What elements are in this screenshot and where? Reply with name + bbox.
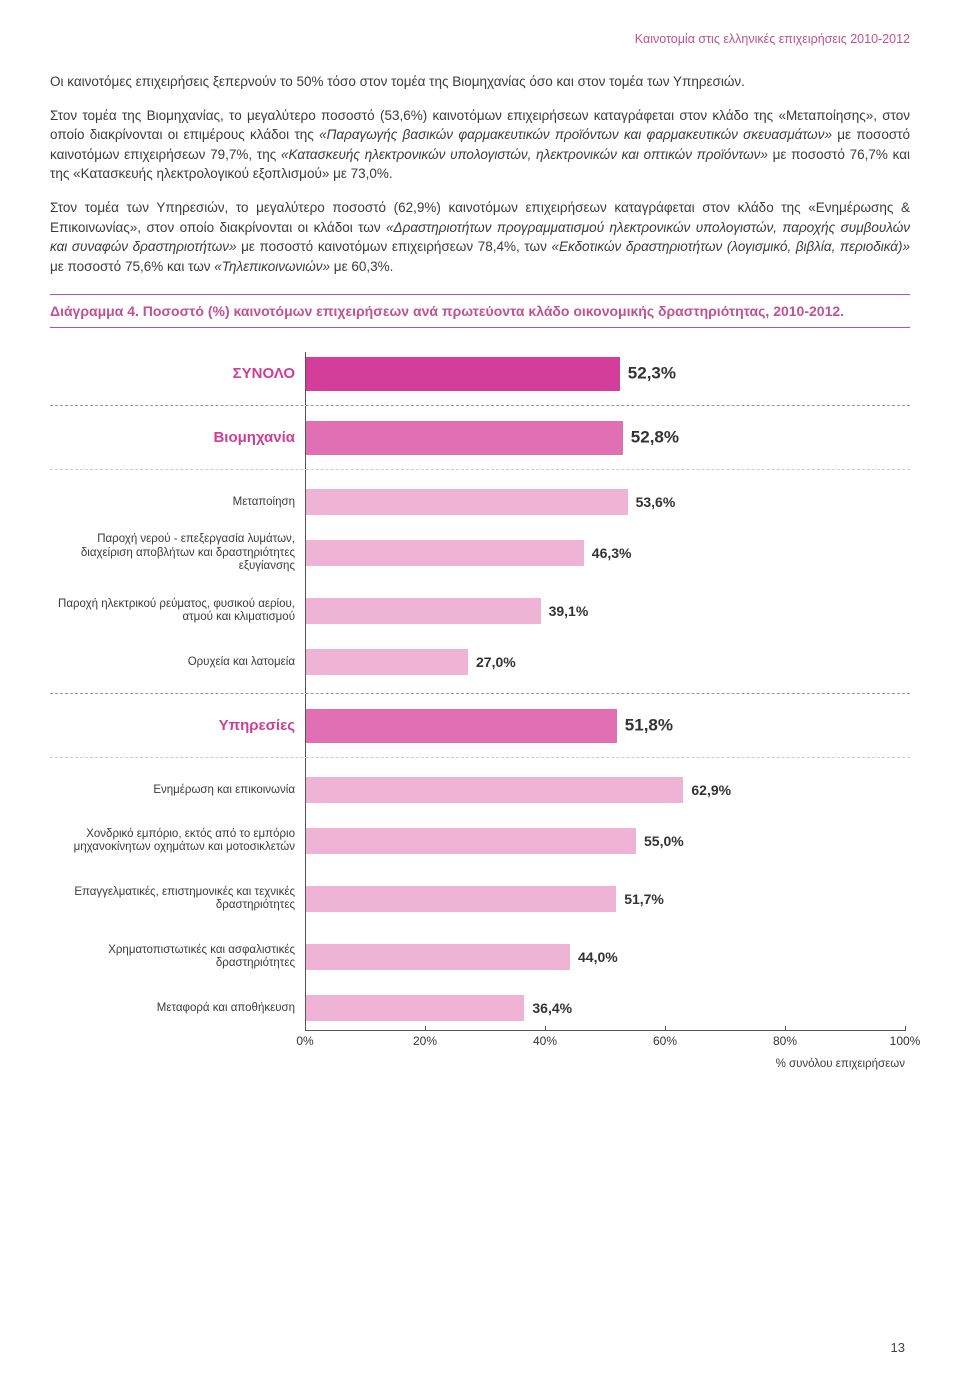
- body-text: Οι καινοτόμες επιχειρήσεις ξεπερνούν το …: [50, 72, 910, 276]
- chart-row-s3: Επαγγελματικές, επιστημονικές και τεχνικ…: [50, 870, 910, 928]
- row-label: Μεταποίηση: [50, 496, 305, 510]
- x-axis: 0%20%40%60%80%100%: [305, 1030, 905, 1048]
- p3-ital: «Εκδοτικών δραστηριοτήτων (λογισμικό, βι…: [551, 239, 910, 254]
- bar: [306, 709, 617, 743]
- bar-wrap: 53,6%: [305, 480, 910, 524]
- bar: [306, 421, 623, 455]
- bar-wrap: 52,8%: [305, 416, 910, 460]
- x-tick: 0%: [296, 1033, 313, 1050]
- bar-wrap: 39,1%: [305, 582, 910, 640]
- page-number: 13: [891, 1339, 905, 1358]
- bar: [306, 828, 636, 854]
- x-tick: 60%: [653, 1033, 677, 1050]
- chart-row-ind2: Παροχή νερού - επεξεργασία λυμάτων, διαχ…: [50, 524, 910, 582]
- bar-value: 44,0%: [578, 947, 618, 967]
- bar-value: 53,6%: [636, 492, 676, 512]
- bar: [306, 995, 524, 1021]
- bar-value: 62,9%: [691, 780, 731, 800]
- bar-value: 36,4%: [532, 998, 572, 1018]
- bar-wrap: 52,3%: [305, 352, 910, 396]
- row-label: Χονδρικό εμπόριο, εκτός από το εμπόριο μ…: [50, 828, 305, 856]
- chart-title: Διάγραμμα 4. Ποσοστό (%) καινοτόμων επιχ…: [50, 294, 910, 328]
- row-label: ΣΥΝΟΛΟ: [50, 365, 305, 383]
- bar-wrap: 51,8%: [305, 704, 910, 748]
- bar-value: 52,8%: [631, 426, 679, 451]
- chart-row-s4: Χρηματοπιστωτικές και ασφαλιστικές δραστ…: [50, 928, 910, 986]
- chart-row-ind1: Μεταποίηση 53,6%: [50, 480, 910, 524]
- chart-row-ind3: Παροχή ηλεκτρικού ρεύματος, φυσικού αερί…: [50, 582, 910, 640]
- bar: [306, 944, 570, 970]
- bar-wrap: 27,0%: [305, 640, 910, 684]
- row-label: Παροχή ηλεκτρικού ρεύματος, φυσικού αερί…: [50, 598, 305, 626]
- bar-value: 46,3%: [592, 543, 632, 563]
- chart-row-serv: Υπηρεσίες 51,8%: [50, 704, 910, 748]
- bar: [306, 777, 683, 803]
- paragraph-2: Στον τομέα της Βιομηχανίας, το μεγαλύτερ…: [50, 106, 910, 184]
- bar-chart: ΣΥΝΟΛΟ 52,3% Βιομηχανία 52,8% Μεταποίηση 53,6…: [50, 352, 910, 1073]
- row-label: Ορυχεία και λατομεία: [50, 656, 305, 670]
- chart-row-s1: Ενημέρωση και επικοινωνία 62,9%: [50, 768, 910, 812]
- x-axis-title: % συνόλου επιχειρήσεων: [50, 1056, 910, 1073]
- bar-wrap: 55,0%: [305, 812, 910, 870]
- bar: [306, 489, 628, 515]
- chart-row-ind4: Ορυχεία και λατομεία 27,0%: [50, 640, 910, 684]
- running-header: Καινοτομία στις ελληνικές επιχειρήσεις 2…: [50, 30, 910, 48]
- bar-wrap: 44,0%: [305, 928, 910, 986]
- chart-row-s2: Χονδρικό εμπόριο, εκτός από το εμπόριο μ…: [50, 812, 910, 870]
- row-label: Υπηρεσίες: [50, 717, 305, 735]
- row-label: Επαγγελματικές, επιστημονικές και τεχνικ…: [50, 886, 305, 914]
- row-label: Μεταφορά και αποθήκευση: [50, 1002, 305, 1016]
- p2-ital: «Κατασκευής ηλεκτρονικών υπολογιστών, ηλ…: [281, 147, 768, 162]
- chart-row-s5: Μεταφορά και αποθήκευση 36,4%: [50, 986, 910, 1030]
- bar-wrap: 46,3%: [305, 524, 910, 582]
- row-label: Ενημέρωση και επικοινωνία: [50, 784, 305, 798]
- paragraph-3: Στον τομέα των Υπηρεσιών, το μεγαλύτερο …: [50, 198, 910, 276]
- bar: [306, 357, 620, 391]
- bar-value: 55,0%: [644, 831, 684, 851]
- bar-value: 51,7%: [624, 889, 664, 909]
- bar: [306, 540, 584, 566]
- bar: [306, 886, 616, 912]
- bar: [306, 598, 541, 624]
- row-label: Χρηματοπιστωτικές και ασφαλιστικές δραστ…: [50, 944, 305, 972]
- p3-part: με ποσοστό καινοτόμων επιχειρήσεων 78,4%…: [236, 239, 551, 254]
- p3-ital: «Τηλεπικοινωνιών»: [214, 259, 330, 274]
- bar: [306, 649, 468, 675]
- paragraph-1: Οι καινοτόμες επιχειρήσεις ξεπερνούν το …: [50, 72, 910, 92]
- p2-ital: «Παραγωγής βασικών φαρμακευτικών προϊόντ…: [319, 127, 832, 142]
- chart-row-total: ΣΥΝΟΛΟ 52,3%: [50, 352, 910, 396]
- bar-value: 27,0%: [476, 652, 516, 672]
- bar-value: 39,1%: [549, 601, 589, 621]
- chart-row-ind: Βιομηχανία 52,8%: [50, 416, 910, 460]
- p3-part: με ποσοστό 75,6% και των: [50, 259, 214, 274]
- bar-value: 51,8%: [625, 714, 673, 739]
- x-tick: 100%: [890, 1033, 921, 1050]
- x-tick: 20%: [413, 1033, 437, 1050]
- row-label: Παροχή νερού - επεξεργασία λυμάτων, διαχ…: [50, 533, 305, 574]
- x-tick: 80%: [773, 1033, 797, 1050]
- bar-wrap: 62,9%: [305, 768, 910, 812]
- p3-part: με 60,3%.: [330, 259, 393, 274]
- bar-value: 52,3%: [628, 362, 676, 387]
- bar-wrap: 51,7%: [305, 870, 910, 928]
- row-label: Βιομηχανία: [50, 429, 305, 447]
- x-tick: 40%: [533, 1033, 557, 1050]
- bar-wrap: 36,4%: [305, 986, 910, 1030]
